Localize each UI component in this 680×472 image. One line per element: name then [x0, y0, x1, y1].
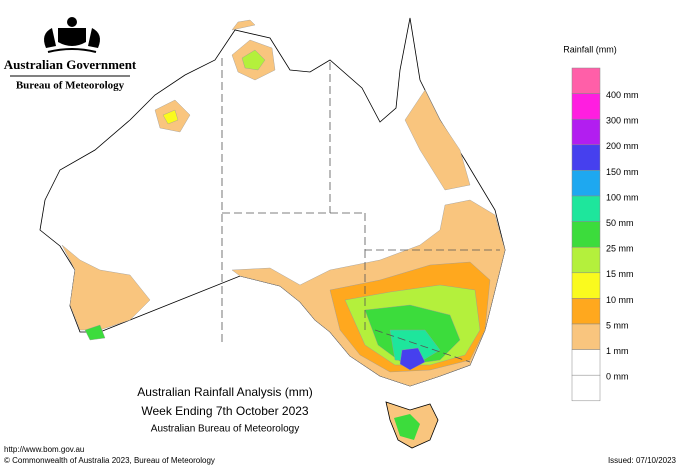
rainfall-patches — [61, 19, 506, 387]
legend-label: 100 mm — [606, 192, 639, 202]
footer-issued: Issued: 07/10/2023 — [608, 456, 677, 465]
legend-label: 0 mm — [606, 372, 629, 382]
legend: 400 mm 300 mm 200 mm 150 mm 100 mm 50 mm 25 mm… — [571, 67, 639, 402]
legend-swatch — [571, 221, 601, 248]
legend-label: 10 mm — [606, 295, 634, 305]
legend-label: 300 mm — [606, 116, 639, 126]
legend-swatch — [571, 298, 601, 325]
legend-label: 50 mm — [606, 218, 634, 228]
tasmania-rain — [394, 414, 420, 440]
legend-swatch — [571, 144, 601, 171]
legend-label: 1 mm — [606, 346, 629, 356]
legend-swatch — [571, 195, 601, 222]
legend-swatch — [571, 349, 601, 376]
legend-swatch — [571, 118, 601, 146]
legend-label: 400 mm — [606, 90, 639, 100]
map-title: Australian Rainfall Analysis (mm) — [137, 385, 312, 399]
legend-label: 15 mm — [606, 269, 634, 279]
government-name: Australian Government — [4, 57, 137, 72]
legend-label: 150 mm — [606, 167, 639, 177]
legend-label: 5 mm — [606, 320, 629, 330]
map-source: Australian Bureau of Meteorology — [151, 424, 299, 435]
agency-name: Bureau of Meteorology — [16, 80, 125, 92]
legend-swatch — [571, 272, 601, 299]
legend-swatch — [571, 67, 601, 94]
legend-label: 200 mm — [606, 141, 639, 151]
legend-swatch — [571, 93, 601, 120]
legend-swatch — [571, 323, 601, 350]
legend-title: Rainfall (mm) — [563, 44, 617, 54]
legend-label: 25 mm — [606, 244, 634, 254]
map-subtitle: Week Ending 7th October 2023 — [141, 404, 309, 418]
emblem — [44, 17, 100, 53]
legend-swatch — [571, 374, 601, 402]
legend-swatch — [571, 246, 601, 274]
footer-copyright: © Commonwealth of Australia 2023, Bureau… — [4, 456, 215, 465]
legend-swatch — [571, 170, 601, 197]
state-borders — [221, 58, 500, 363]
footer-url[interactable]: http://www.bom.gov.au — [4, 445, 84, 454]
